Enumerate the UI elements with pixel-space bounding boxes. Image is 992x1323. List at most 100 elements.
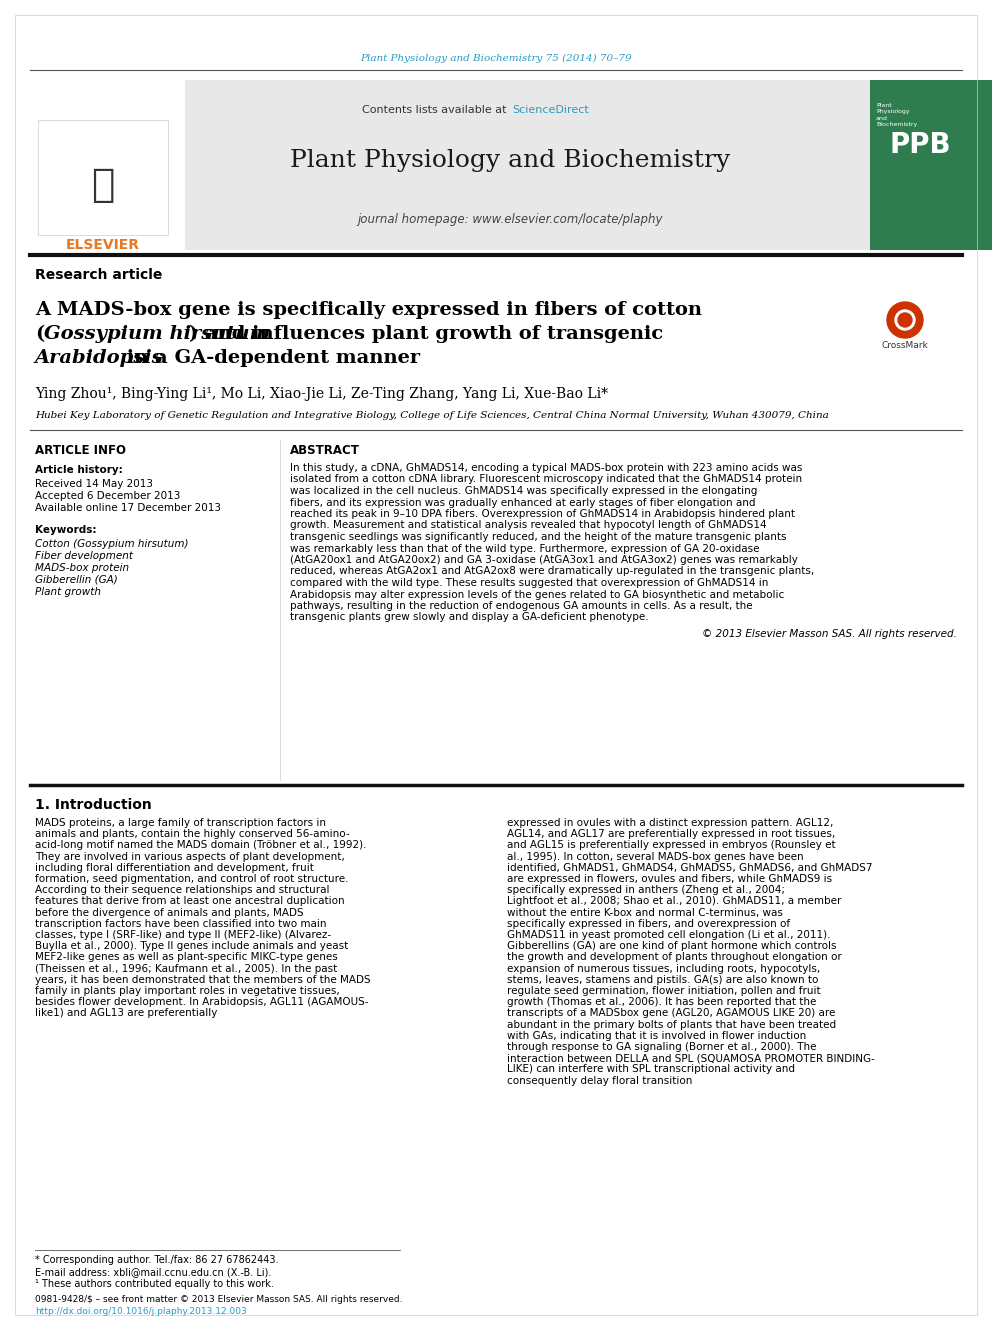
Text: years, it has been demonstrated that the members of the MADS: years, it has been demonstrated that the… — [35, 975, 371, 984]
Text: reached its peak in 9–10 DPA fibers. Overexpression of GhMADS14 in Arabidopsis h: reached its peak in 9–10 DPA fibers. Ove… — [290, 509, 795, 519]
Text: Fiber development: Fiber development — [35, 550, 133, 561]
Text: like1) and AGL13 are preferentially: like1) and AGL13 are preferentially — [35, 1008, 217, 1019]
Text: features that derive from at least one ancestral duplication: features that derive from at least one a… — [35, 897, 344, 906]
Text: ELSEVIER: ELSEVIER — [66, 238, 140, 251]
Text: identified, GhMADS1, GhMADS4, GhMADS5, GhMADS6, and GhMADS7: identified, GhMADS1, GhMADS4, GhMADS5, G… — [507, 863, 873, 873]
Text: journal homepage: www.elsevier.com/locate/plaphy: journal homepage: www.elsevier.com/locat… — [357, 213, 663, 226]
Text: classes, type I (SRF-like) and type II (MEF2-like) (Alvarez-: classes, type I (SRF-like) and type II (… — [35, 930, 331, 941]
Text: was localized in the cell nucleus. GhMADS14 was specifically expressed in the el: was localized in the cell nucleus. GhMAD… — [290, 486, 757, 496]
Text: animals and plants, contain the highly conserved 56-amino-: animals and plants, contain the highly c… — [35, 830, 349, 839]
Text: ScienceDirect: ScienceDirect — [512, 105, 588, 115]
Text: expressed in ovules with a distinct expression pattern. AGL12,: expressed in ovules with a distinct expr… — [507, 818, 833, 828]
Text: abundant in the primary bolts of plants that have been treated: abundant in the primary bolts of plants … — [507, 1020, 836, 1029]
Text: Gossypium hirsutum: Gossypium hirsutum — [44, 325, 270, 343]
Text: Research article: Research article — [35, 269, 163, 282]
Text: * Corresponding author. Tel./fax: 86 27 67862443.: * Corresponding author. Tel./fax: 86 27 … — [35, 1256, 279, 1265]
Text: ¹ These authors contributed equally to this work.: ¹ These authors contributed equally to t… — [35, 1279, 274, 1289]
Text: stems, leaves, stamens and pistils. GA(s) are also known to: stems, leaves, stamens and pistils. GA(s… — [507, 975, 818, 984]
Text: Buylla et al., 2000). Type II genes include animals and yeast: Buylla et al., 2000). Type II genes incl… — [35, 941, 348, 951]
Text: ABSTRACT: ABSTRACT — [290, 443, 360, 456]
Text: Hubei Key Laboratory of Genetic Regulation and Integrative Biology, College of L: Hubei Key Laboratory of Genetic Regulati… — [35, 410, 828, 419]
Text: expansion of numerous tissues, including roots, hypocotyls,: expansion of numerous tissues, including… — [507, 963, 820, 974]
Text: transcription factors have been classified into two main: transcription factors have been classifi… — [35, 918, 326, 929]
Text: transgenic seedlings was significantly reduced, and the height of the mature tra: transgenic seedlings was significantly r… — [290, 532, 787, 542]
Text: are expressed in flowers, ovules and fibers, while GhMADS9 is: are expressed in flowers, ovules and fib… — [507, 875, 832, 884]
Text: http://dx.doi.org/10.1016/j.plaphy.2013.12.003: http://dx.doi.org/10.1016/j.plaphy.2013.… — [35, 1307, 247, 1316]
Bar — [870, 79, 992, 250]
Text: formation, seed pigmentation, and control of root structure.: formation, seed pigmentation, and contro… — [35, 875, 348, 884]
Text: Received 14 May 2013: Received 14 May 2013 — [35, 479, 153, 490]
Text: MADS-box protein: MADS-box protein — [35, 564, 129, 573]
Text: specifically expressed in anthers (Zheng et al., 2004;: specifically expressed in anthers (Zheng… — [507, 885, 785, 896]
Text: Plant
Physiology
and
Biochemistry: Plant Physiology and Biochemistry — [876, 103, 918, 127]
Text: fibers, and its expression was gradually enhanced at early stages of fiber elong: fibers, and its expression was gradually… — [290, 497, 756, 508]
Text: According to their sequence relationships and structural: According to their sequence relationship… — [35, 885, 329, 896]
Text: Article history:: Article history: — [35, 464, 123, 475]
Text: They are involved in various aspects of plant development,: They are involved in various aspects of … — [35, 852, 345, 861]
Text: LIKE) can interfere with SPL transcriptional activity and: LIKE) can interfere with SPL transcripti… — [507, 1065, 795, 1074]
Text: acid-long motif named the MADS domain (Tröbner et al., 1992).: acid-long motif named the MADS domain (T… — [35, 840, 366, 851]
Circle shape — [895, 310, 915, 329]
Text: (AtGA20ox1 and AtGA20ox2) and GA 3-oxidase (AtGA3ox1 and AtGA3ox2) genes was rem: (AtGA20ox1 and AtGA20ox2) and GA 3-oxida… — [290, 556, 798, 565]
Text: was remarkably less than that of the wild type. Furthermore, expression of GA 20: was remarkably less than that of the wil… — [290, 544, 760, 553]
Text: Keywords:: Keywords: — [35, 525, 96, 534]
Text: Plant growth: Plant growth — [35, 587, 101, 597]
Text: (Theissen et al., 1996; Kaufmann et al., 2005). In the past: (Theissen et al., 1996; Kaufmann et al.,… — [35, 963, 337, 974]
Text: growth (Thomas et al., 2006). It has been reported that the: growth (Thomas et al., 2006). It has bee… — [507, 998, 816, 1007]
Text: 🌳: 🌳 — [91, 165, 115, 204]
Text: Gibberellin (GA): Gibberellin (GA) — [35, 576, 118, 585]
Text: A MADS-box gene is specifically expressed in fibers of cotton: A MADS-box gene is specifically expresse… — [35, 302, 702, 319]
Text: Ying Zhou¹, Bing-Ying Li¹, Mo Li, Xiao-Jie Li, Ze-Ting Zhang, Yang Li, Xue-Bao L: Ying Zhou¹, Bing-Ying Li¹, Mo Li, Xiao-J… — [35, 388, 608, 401]
Text: Plant Physiology and Biochemistry 75 (2014) 70–79: Plant Physiology and Biochemistry 75 (20… — [360, 53, 632, 62]
Text: E-mail address: xbli@mail.ccnu.edu.cn (X.-B. Li).: E-mail address: xbli@mail.ccnu.edu.cn (X… — [35, 1267, 272, 1277]
Text: including floral differentiation and development, fruit: including floral differentiation and dev… — [35, 863, 313, 873]
Text: without the entire K-box and normal C-terminus, was: without the entire K-box and normal C-te… — [507, 908, 783, 918]
Text: In this study, a cDNA, GhMADS14, encoding a typical MADS-box protein with 223 am: In this study, a cDNA, GhMADS14, encodin… — [290, 463, 803, 474]
Text: ) and influences plant growth of transgenic: ) and influences plant growth of transge… — [189, 325, 664, 343]
Bar — [30, 79, 185, 250]
Text: 1. Introduction: 1. Introduction — [35, 798, 152, 812]
Text: 0981-9428/$ – see front matter © 2013 Elsevier Masson SAS. All rights reserved.: 0981-9428/$ – see front matter © 2013 El… — [35, 1295, 403, 1304]
Text: isolated from a cotton cDNA library. Fluorescent microscopy indicated that the G: isolated from a cotton cDNA library. Flu… — [290, 475, 803, 484]
Text: PPB: PPB — [890, 131, 951, 159]
Text: transcripts of a MADSbox gene (AGL20, AGAMOUS LIKE 20) are: transcripts of a MADSbox gene (AGL20, AG… — [507, 1008, 835, 1019]
Bar — [30, 79, 870, 250]
Text: Gibberellins (GA) are one kind of plant hormone which controls: Gibberellins (GA) are one kind of plant … — [507, 941, 836, 951]
Text: family in plants play important roles in vegetative tissues,: family in plants play important roles in… — [35, 986, 339, 996]
Text: MADS proteins, a large family of transcription factors in: MADS proteins, a large family of transcr… — [35, 818, 326, 828]
Text: Cotton (Gossypium hirsutum): Cotton (Gossypium hirsutum) — [35, 538, 188, 549]
Text: Available online 17 December 2013: Available online 17 December 2013 — [35, 503, 221, 513]
Text: Arabidopsis: Arabidopsis — [35, 349, 164, 366]
Text: compared with the wild type. These results suggested that overexpression of GhMA: compared with the wild type. These resul… — [290, 578, 769, 587]
Text: ARTICLE INFO: ARTICLE INFO — [35, 443, 126, 456]
Text: and AGL15 is preferentially expressed in embryos (Rounsley et: and AGL15 is preferentially expressed in… — [507, 840, 835, 851]
Text: consequently delay floral transition: consequently delay floral transition — [507, 1076, 692, 1086]
Text: transgenic plants grew slowly and display a GA-deficient phenotype.: transgenic plants grew slowly and displa… — [290, 613, 649, 623]
Text: Accepted 6 December 2013: Accepted 6 December 2013 — [35, 491, 181, 501]
Text: with GAs, indicating that it is involved in flower induction: with GAs, indicating that it is involved… — [507, 1031, 806, 1041]
Text: in a GA-dependent manner: in a GA-dependent manner — [120, 349, 421, 366]
Text: reduced, whereas AtGA2ox1 and AtGA2ox8 were dramatically up-regulated in the tra: reduced, whereas AtGA2ox1 and AtGA2ox8 w… — [290, 566, 814, 577]
Text: Lightfoot et al., 2008; Shao et al., 2010). GhMADS11, a member: Lightfoot et al., 2008; Shao et al., 201… — [507, 897, 841, 906]
Text: growth. Measurement and statistical analysis revealed that hypocotyl length of G: growth. Measurement and statistical anal… — [290, 520, 767, 531]
Text: AGL14, and AGL17 are preferentially expressed in root tissues,: AGL14, and AGL17 are preferentially expr… — [507, 830, 835, 839]
Text: specifically expressed in fibers, and overexpression of: specifically expressed in fibers, and ov… — [507, 918, 790, 929]
Text: MEF2-like genes as well as plant-specific MIKC-type genes: MEF2-like genes as well as plant-specifi… — [35, 953, 337, 962]
Circle shape — [898, 314, 912, 327]
Text: Plant Physiology and Biochemistry: Plant Physiology and Biochemistry — [290, 148, 730, 172]
Bar — [38, 120, 168, 235]
Text: pathways, resulting in the reduction of endogenous GA amounts in cells. As a res: pathways, resulting in the reduction of … — [290, 601, 753, 611]
Text: Arabidopsis may alter expression levels of the genes related to GA biosynthetic : Arabidopsis may alter expression levels … — [290, 590, 785, 599]
Text: regulate seed germination, flower initiation, pollen and fruit: regulate seed germination, flower initia… — [507, 986, 820, 996]
Circle shape — [887, 302, 923, 337]
Text: interaction between DELLA and SPL (SQUAMOSA PROMOTER BINDING-: interaction between DELLA and SPL (SQUAM… — [507, 1053, 875, 1064]
Text: before the divergence of animals and plants, MADS: before the divergence of animals and pla… — [35, 908, 304, 918]
Text: the growth and development of plants throughout elongation or: the growth and development of plants thr… — [507, 953, 842, 962]
Text: GhMADS11 in yeast promoted cell elongation (Li et al., 2011).: GhMADS11 in yeast promoted cell elongati… — [507, 930, 830, 941]
Text: al., 1995). In cotton, several MADS-box genes have been: al., 1995). In cotton, several MADS-box … — [507, 852, 804, 861]
Text: CrossMark: CrossMark — [882, 340, 929, 349]
Text: (: ( — [35, 325, 45, 343]
Text: Contents lists available at: Contents lists available at — [362, 105, 510, 115]
Text: besides flower development. In Arabidopsis, AGL11 (AGAMOUS-: besides flower development. In Arabidops… — [35, 998, 368, 1007]
Text: through response to GA signaling (Borner et al., 2000). The: through response to GA signaling (Borner… — [507, 1043, 816, 1052]
